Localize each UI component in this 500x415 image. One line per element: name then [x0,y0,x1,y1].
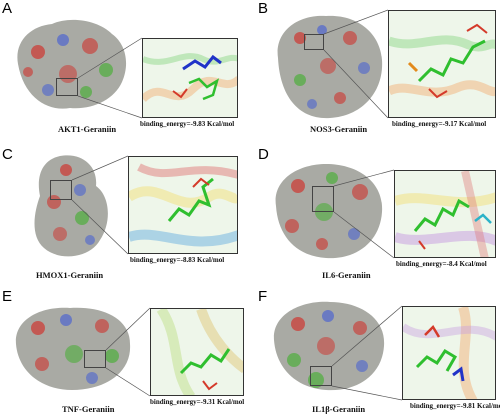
binding-energy: binding_energy=-9.83 Kcal/mol [140,120,235,128]
binding-site-inset [394,170,496,258]
binding-energy: binding_energy=-8.83 Kcal/mol [130,256,225,264]
binding-site-inset [128,156,238,254]
complex-name: IL1β-Geraniin [312,404,366,414]
binding-site-inset [142,38,238,118]
complex-name: NOS3-Geraniin [310,124,368,134]
binding-site-inset [150,308,244,396]
complex-name: TNF-Geraniin [62,404,115,414]
binding-site-box [312,186,334,212]
panel-letter: D [258,146,269,163]
complex-name: HMOX1-Geraniin [36,270,104,280]
panel-c: C HMOX1-Geraniin binding_energy=-8.83 Kc… [0,146,250,284]
complex-name: AKT1-Geraniin [58,124,117,134]
panel-d: D IL6-Geraniin binding_energy=-8.4 Kcal/… [250,146,500,284]
protein-surface [17,19,127,109]
protein-surface [15,307,131,390]
panel-letter: C [2,146,13,163]
binding-site-box [84,350,106,368]
panel-b: B NOS3-Geraniin binding_energy=-9.17 Kca… [250,0,500,138]
binding-site-box [304,34,324,50]
protein-surface [277,15,383,119]
panel-e: E TNF-Geraniin binding_energy=-9.31 Kcal… [0,284,250,415]
panel-letter: B [258,0,269,17]
binding-energy: binding_energy=-9.17 Kcal/mol [392,120,487,128]
panel-a: A AKT1-Geraniin binding_energy=-9.83 Kca… [0,0,250,138]
panel-letter: E [2,288,13,305]
binding-site-box [310,366,332,386]
binding-site-inset [388,10,496,118]
panel-letter: A [2,0,13,17]
complex-name: IL6-Geraniin [322,270,371,280]
binding-energy: binding_energy=-8.4 Kcal/mol [396,260,487,268]
binding-energy: binding_energy=-9.81 Kcal/mol [410,402,500,410]
panel-letter: F [258,288,268,305]
binding-site-box [50,180,72,200]
binding-site-inset [402,306,496,400]
panel-f: F IL1β-Geraniin binding_energy=-9.81 Kca… [250,284,500,415]
protein-surface [34,155,108,257]
binding-site-box [56,78,78,96]
binding-energy: binding_energy=-9.31 Kcal/mol [150,398,245,406]
